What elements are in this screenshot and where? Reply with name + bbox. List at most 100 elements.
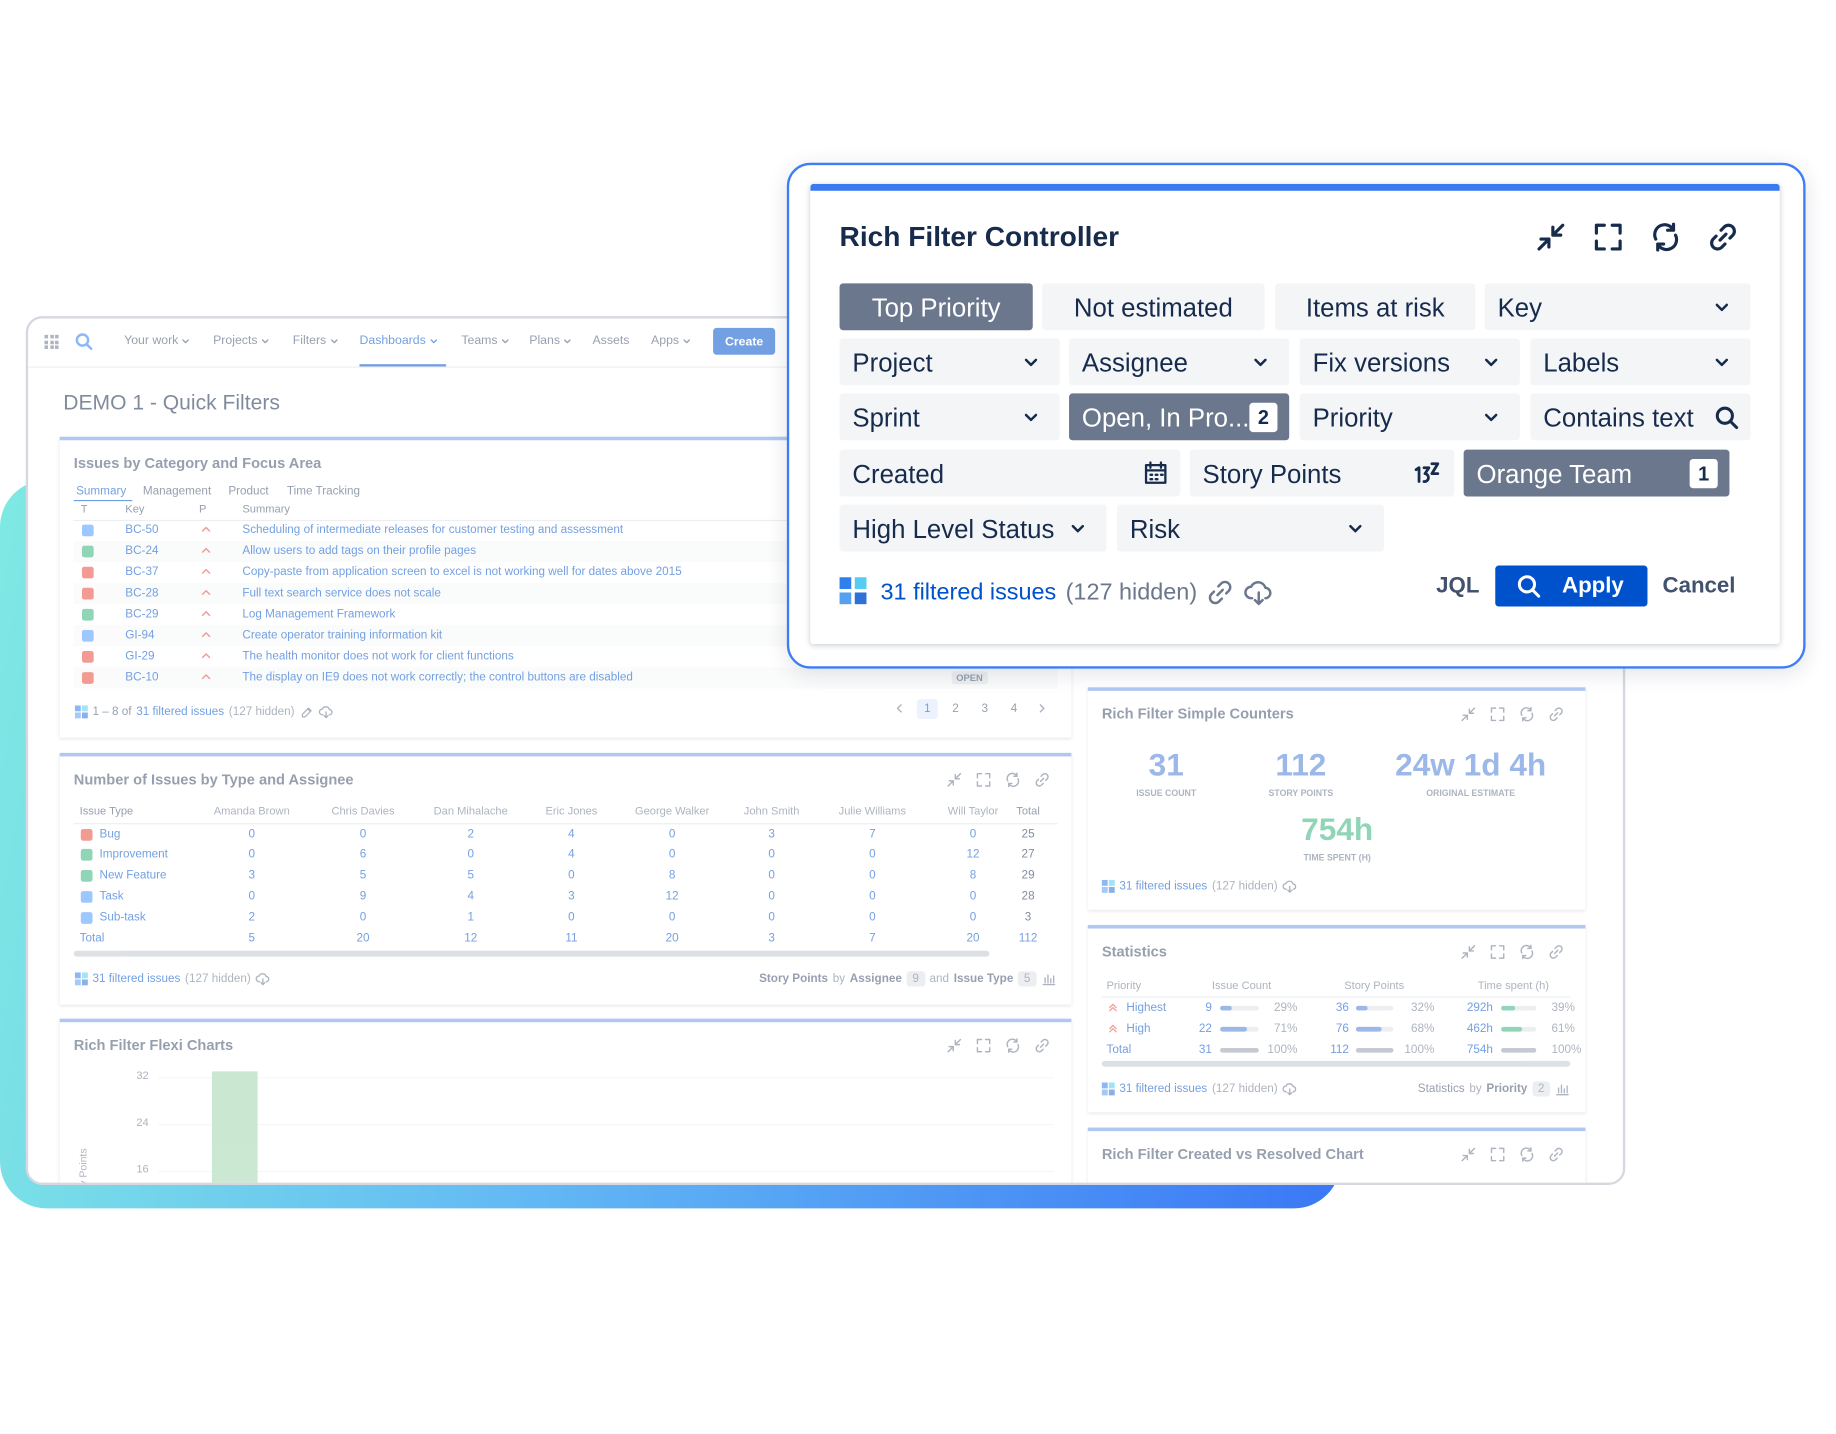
- issue-key[interactable]: BC-50: [125, 523, 159, 537]
- issue-summary[interactable]: Scheduling of intermediate releases for …: [242, 523, 624, 537]
- nav-item[interactable]: Assets: [592, 333, 630, 348]
- tab[interactable]: Summary: [76, 485, 127, 498]
- filtered-link[interactable]: 31 filtered issues: [1119, 1082, 1208, 1096]
- app-switcher-dot[interactable]: [55, 345, 59, 349]
- grid-line: [158, 1124, 1054, 1126]
- grid-cell: [82, 705, 88, 712]
- filter-chip[interactable]: [1530, 338, 1751, 386]
- filtered-link[interactable]: 31 filtered issues: [92, 972, 181, 986]
- cell-value: 0: [359, 911, 367, 925]
- tab[interactable]: Product: [228, 485, 269, 498]
- issue-key[interactable]: BC-10: [125, 671, 159, 685]
- chip-label[interactable]: Items at risk: [1305, 293, 1445, 323]
- page-number[interactable]: 1: [924, 702, 931, 716]
- filter-chip[interactable]: [1069, 338, 1290, 386]
- issue-summary[interactable]: Allow users to add tags on their profile…: [242, 544, 477, 558]
- app-switcher-dot[interactable]: [44, 340, 49, 344]
- controller-action: [1653, 222, 1679, 252]
- filter-chip[interactable]: [839, 393, 1060, 441]
- issue-summary[interactable]: Copy-paste from application screen to ex…: [242, 565, 682, 579]
- app-switcher-dot[interactable]: [49, 334, 54, 339]
- apply-label[interactable]: Apply: [1562, 573, 1624, 599]
- app-switcher-dot[interactable]: [44, 334, 49, 339]
- mini-bar: [1501, 1005, 1515, 1011]
- filter-chip[interactable]: [1299, 338, 1520, 386]
- issue-summary[interactable]: Log Management Framework: [242, 607, 396, 621]
- chip-label[interactable]: Open, In Pro...: [1081, 403, 1250, 433]
- cancel-button[interactable]: Cancel: [1662, 573, 1736, 599]
- create-label[interactable]: Create: [724, 334, 764, 349]
- page-number[interactable]: 4: [1010, 702, 1018, 716]
- app-switcher-dot[interactable]: [49, 345, 54, 349]
- nav-item[interactable]: Plans: [529, 333, 561, 348]
- filter-chip[interactable]: [1299, 393, 1520, 441]
- gadget-action: [1549, 707, 1563, 722]
- issue-key[interactable]: GI-29: [125, 650, 155, 664]
- nav-item[interactable]: Filters: [292, 333, 327, 348]
- cell-value: 6: [359, 848, 367, 861]
- chip-label[interactable]: Created: [852, 459, 945, 489]
- chip-label[interactable]: Priority: [1312, 403, 1393, 433]
- filter-chip[interactable]: [839, 449, 1181, 497]
- jql-button[interactable]: JQL: [1436, 573, 1480, 599]
- app-switcher-dot[interactable]: [49, 340, 54, 344]
- nav-item[interactable]: Dashboards: [359, 333, 426, 348]
- nav-item[interactable]: Projects: [213, 333, 258, 348]
- issue-key[interactable]: BC-37: [125, 565, 159, 579]
- chip-label[interactable]: Risk: [1129, 514, 1181, 544]
- label: Assignee: [849, 972, 902, 986]
- filtered-link[interactable]: 31 filtered issues: [1119, 879, 1208, 893]
- chip-label[interactable]: Labels: [1543, 348, 1620, 378]
- grid-cell: [82, 972, 88, 979]
- tab[interactable]: Management: [142, 485, 212, 498]
- issue-summary[interactable]: Full text search service does not scale: [242, 586, 441, 600]
- filter-chip[interactable]: [1117, 504, 1385, 552]
- issue-key[interactable]: BC-28: [125, 586, 159, 600]
- nav-item[interactable]: Teams: [461, 333, 498, 348]
- chip-chevron: [1715, 358, 1729, 367]
- page-number[interactable]: 2: [952, 702, 959, 716]
- filtered-link[interactable]: 31 filtered issues: [880, 579, 1057, 605]
- nav-item[interactable]: Apps: [651, 333, 680, 348]
- filter-chip[interactable]: [1189, 449, 1455, 497]
- tab[interactable]: Time Tracking: [286, 485, 360, 498]
- issue-summary[interactable]: The health monitor does not work for cli…: [242, 650, 514, 664]
- filter-chip[interactable]: [839, 338, 1060, 386]
- filter-chip[interactable]: [1484, 283, 1751, 331]
- priority-icon: [201, 632, 211, 638]
- filter-chip[interactable]: [1275, 283, 1476, 331]
- issue-key[interactable]: BC-24: [125, 544, 159, 558]
- chip-label[interactable]: High Level Status: [852, 514, 1055, 544]
- app-switcher-dot[interactable]: [44, 345, 49, 349]
- issue-type-icon: [81, 608, 94, 621]
- filtered-link[interactable]: 31 filtered issues: [136, 705, 225, 719]
- issue-summary[interactable]: The display on IE9 does not work correct…: [242, 671, 633, 685]
- chip-label[interactable]: Fix versions: [1312, 348, 1451, 378]
- chip-label[interactable]: Story Points: [1202, 459, 1342, 489]
- chip-label[interactable]: Key: [1497, 293, 1543, 323]
- issue-summary[interactable]: Create operator training information kit: [242, 629, 443, 642]
- filter-chip[interactable]: [839, 283, 1033, 331]
- chip-label[interactable]: Contains text: [1543, 403, 1694, 433]
- footer-row: Apps: [651, 334, 692, 348]
- chip-label[interactable]: Orange Team: [1476, 459, 1633, 489]
- cell-value: 1: [467, 911, 474, 925]
- filter-chip[interactable]: [1042, 283, 1265, 331]
- gadget-action: [1035, 1038, 1049, 1053]
- app-switcher-dot[interactable]: [55, 334, 59, 339]
- chip-label[interactable]: Top Priority: [871, 293, 1001, 323]
- issue-key[interactable]: BC-29: [125, 607, 159, 621]
- app-switcher-dot[interactable]: [55, 340, 59, 344]
- create-button[interactable]: [713, 327, 776, 355]
- issue-type-icon: [80, 891, 93, 903]
- filter-chip[interactable]: [1530, 393, 1751, 441]
- nav-item[interactable]: Your work: [124, 333, 179, 348]
- issue-key[interactable]: GI-94: [125, 629, 155, 642]
- page-number[interactable]: 3: [981, 702, 988, 716]
- chip-label[interactable]: Project: [852, 348, 933, 378]
- chip-label[interactable]: Assignee: [1081, 348, 1188, 378]
- filter-chip[interactable]: [1463, 449, 1730, 497]
- filter-chip[interactable]: [839, 504, 1107, 552]
- chip-label[interactable]: Sprint: [852, 403, 920, 433]
- chip-label[interactable]: Not estimated: [1073, 293, 1233, 323]
